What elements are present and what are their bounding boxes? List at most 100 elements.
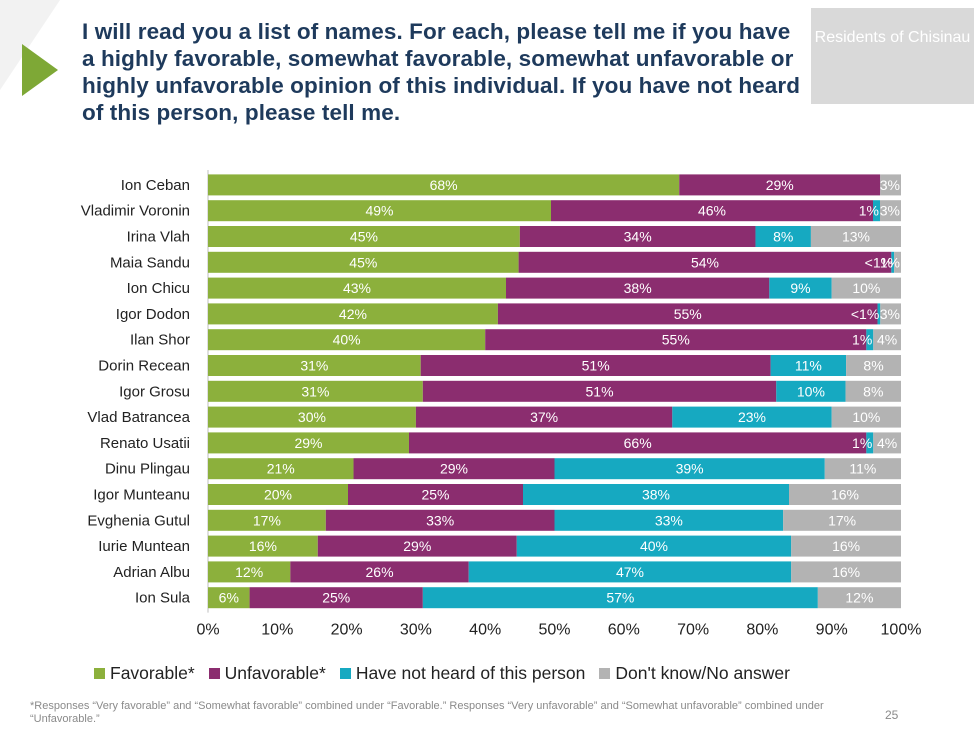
bar-segment (208, 535, 318, 557)
data-label: 25% (322, 590, 350, 606)
bar-segment (317, 535, 517, 557)
category-label: Dinu Plingau (105, 461, 190, 478)
bar-segment (783, 509, 901, 531)
data-label: 51% (586, 383, 614, 399)
bar-segment (776, 380, 846, 402)
x-tick-label: 20% (331, 622, 363, 639)
x-tick-label: 30% (400, 622, 432, 639)
category-label: Ion Sula (135, 590, 191, 607)
category-label: Irina Vlah (127, 229, 190, 246)
x-tick-label: 40% (469, 622, 501, 639)
data-label: 10% (852, 280, 880, 296)
bar-segment (408, 432, 867, 454)
data-label: 38% (624, 280, 652, 296)
data-label: 1% (852, 435, 872, 451)
data-label: 9% (790, 280, 810, 296)
bar-segment (866, 329, 874, 351)
bar-segment (831, 406, 901, 428)
data-label: 16% (831, 487, 859, 503)
legend-swatch (599, 668, 611, 679)
bar-segment (422, 587, 818, 609)
category-label: Iurie Muntean (98, 538, 190, 555)
bar-segment (873, 200, 880, 222)
x-tick-label: 80% (746, 622, 778, 639)
bar-segment (791, 535, 901, 557)
population-tag: Residents of Chisinau (811, 8, 974, 104)
data-label: 17% (253, 512, 281, 528)
data-label: 54% (691, 254, 719, 270)
bar-segment (551, 200, 873, 222)
data-label: 16% (249, 538, 277, 554)
bar-segment (519, 226, 756, 247)
bar-segment (873, 329, 901, 351)
category-label: Ion Chicu (127, 280, 190, 297)
data-label: 8% (863, 383, 883, 399)
data-label: 16% (832, 564, 860, 580)
data-label: 11% (795, 358, 822, 374)
data-label: 30% (298, 409, 326, 425)
data-label: 49% (365, 203, 393, 219)
bar-segment (791, 561, 901, 583)
data-label: 13% (842, 229, 870, 245)
bar-segment (485, 329, 867, 351)
legend-label: Unfavorable* (224, 663, 326, 683)
data-label: 1% (852, 332, 872, 348)
category-label: Vlad Batrancea (87, 409, 190, 426)
bar-segment (810, 226, 901, 247)
x-tick-label: 60% (608, 622, 640, 639)
x-tick-label: 70% (677, 622, 709, 639)
bar-segment (769, 277, 832, 299)
category-label: Igor Munteanu (93, 487, 190, 504)
data-label: 57% (606, 590, 634, 606)
data-label: 34% (624, 229, 652, 245)
x-tick-label: 10% (261, 622, 293, 639)
x-tick-label: 100% (881, 622, 922, 639)
bar-segment (468, 561, 792, 583)
data-label: 10% (852, 409, 880, 425)
category-label: Ilan Shor (130, 332, 190, 349)
data-label: 42% (339, 306, 367, 322)
bar-segment (208, 587, 250, 609)
bar-segment (208, 303, 498, 325)
data-label: 37% (530, 409, 558, 425)
category-label: Igor Grosu (119, 383, 190, 400)
bar-segment (831, 277, 901, 299)
bar-segment (846, 355, 901, 376)
data-label: <1% (851, 306, 879, 322)
category-label: Evghenia Gutul (87, 512, 190, 529)
bar-segment (845, 380, 901, 402)
bar-segment (208, 406, 416, 428)
bar-segment (817, 587, 901, 609)
category-label: Maia Sandu (110, 254, 190, 271)
data-label: 39% (676, 461, 704, 477)
bar-segment (672, 406, 832, 428)
data-label: 23% (738, 409, 766, 425)
bar-segment (208, 561, 291, 583)
bar-segment (208, 509, 326, 531)
data-label: 3% (880, 306, 900, 322)
bar-segment (891, 251, 895, 273)
legend-swatch (208, 668, 220, 679)
data-label: 25% (421, 487, 449, 503)
bar-segment (348, 484, 523, 505)
data-label: 55% (674, 306, 702, 322)
bar-segment (290, 561, 469, 583)
category-label: Ion Ceban (121, 177, 190, 194)
x-tick-label: 90% (816, 622, 848, 639)
legend-label: Have not heard of this person (355, 663, 586, 683)
data-label: 17% (828, 512, 856, 528)
data-label: 55% (662, 332, 690, 348)
data-label: 43% (343, 280, 371, 296)
population-tag-text: Residents of Chisinau (814, 29, 971, 46)
data-label: 47% (616, 564, 644, 580)
bar-segment (880, 174, 901, 196)
data-label: 16% (832, 538, 860, 554)
data-label: 8% (863, 358, 883, 374)
bar-segment (516, 535, 792, 557)
bar-segment (523, 484, 789, 505)
data-label: 38% (642, 487, 670, 503)
data-label: 12% (235, 564, 263, 580)
legend-item: Unfavorable* (208, 663, 326, 684)
page-number: 25 (885, 708, 899, 722)
